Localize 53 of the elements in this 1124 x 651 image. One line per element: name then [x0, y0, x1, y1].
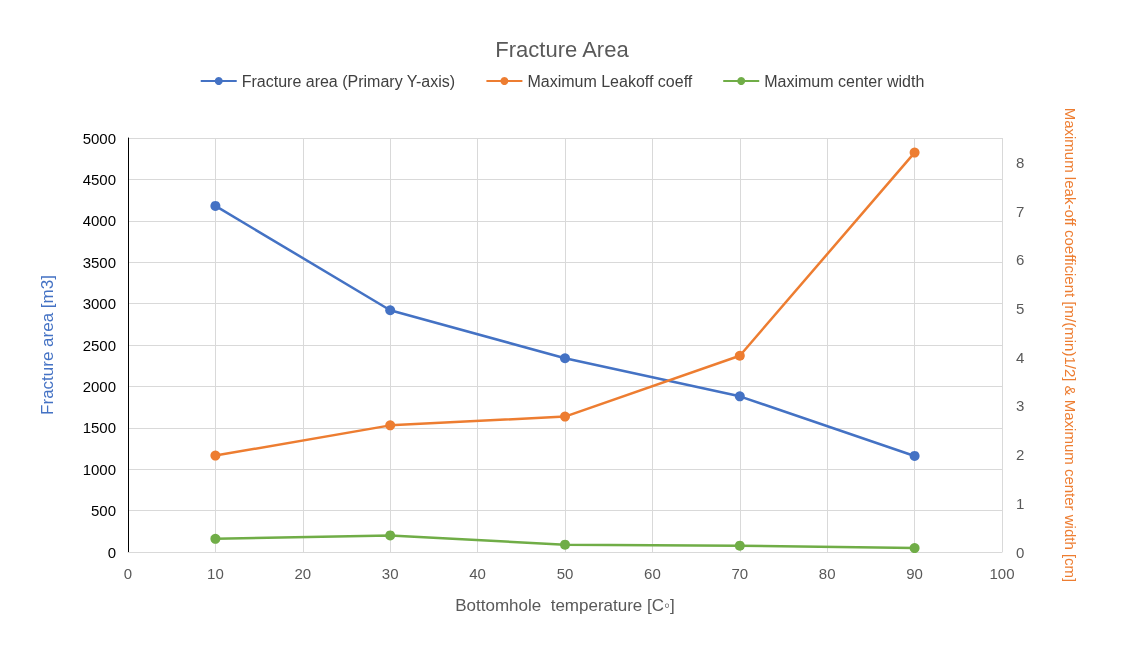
y-tick-label: 3500 — [82, 253, 116, 271]
y-tick-label: 1000 — [82, 460, 116, 478]
point — [385, 530, 396, 541]
y-tick-label: 0 — [107, 543, 116, 561]
point — [734, 350, 745, 361]
y2-tick-label: 0 — [1016, 543, 1025, 561]
point — [909, 147, 920, 158]
y-tick-label: 500 — [90, 502, 116, 520]
x-tick-label: 70 — [731, 565, 749, 582]
y2-tick-label: 6 — [1016, 251, 1025, 269]
point — [909, 543, 920, 554]
y-axis-title: Fracture area [m3] — [38, 275, 57, 415]
point — [560, 353, 570, 364]
chart-title: Fracture Area — [495, 36, 630, 62]
y2-tick-label: 5 — [1016, 299, 1025, 317]
x-tick-label: 60 — [644, 565, 661, 582]
legend-label: Fracture area (Primary Y-axis) — [241, 72, 456, 90]
point — [734, 391, 745, 402]
y-tick-label: 5000 — [82, 129, 116, 147]
y-tick-label: 1500 — [82, 419, 116, 437]
y-tick-label: 4000 — [82, 212, 116, 230]
y-tick-label: 2000 — [82, 377, 116, 395]
y2-tick-label: 3 — [1016, 397, 1025, 415]
x-tick-label: 0 — [123, 565, 133, 582]
legend-label: Maximum Leakoff coeff — [527, 72, 693, 90]
x-tick-label: 20 — [294, 565, 312, 582]
point — [560, 411, 570, 422]
y2-tick-label: 2 — [1016, 446, 1025, 464]
point — [560, 539, 570, 550]
y2-tick-label: 7 — [1016, 202, 1025, 220]
y-tick-label: 2500 — [82, 336, 116, 354]
y2-tick-label: 4 — [1016, 348, 1025, 366]
y2-tick-label: 8 — [1016, 153, 1025, 171]
x-axis-title: Bottomhole temperature [C◦] — [455, 596, 675, 615]
x-tick-label: 50 — [556, 565, 574, 582]
y-tick-label: 4500 — [82, 170, 116, 188]
point — [734, 540, 745, 551]
point — [210, 533, 221, 544]
y2-axis-title: Maximum leak-off coefficient [m/(min)1/2] & Maximum center width [cm] — [1061, 107, 1079, 583]
legend-label: Maximum center width — [764, 72, 925, 90]
point — [385, 305, 396, 316]
x-tick-label: 30 — [381, 565, 399, 582]
x-tick-label: 10 — [207, 565, 224, 582]
x-tick-label: 90 — [906, 565, 923, 582]
point — [210, 200, 221, 211]
x-tick-label: 80 — [818, 565, 836, 582]
point — [909, 450, 920, 461]
x-tick-label: 100 — [989, 565, 1015, 582]
point — [210, 450, 221, 461]
y-tick-label: 3000 — [82, 295, 116, 313]
y2-tick-label: 1 — [1016, 494, 1025, 512]
point — [385, 420, 396, 431]
x-tick-label: 40 — [469, 565, 486, 582]
